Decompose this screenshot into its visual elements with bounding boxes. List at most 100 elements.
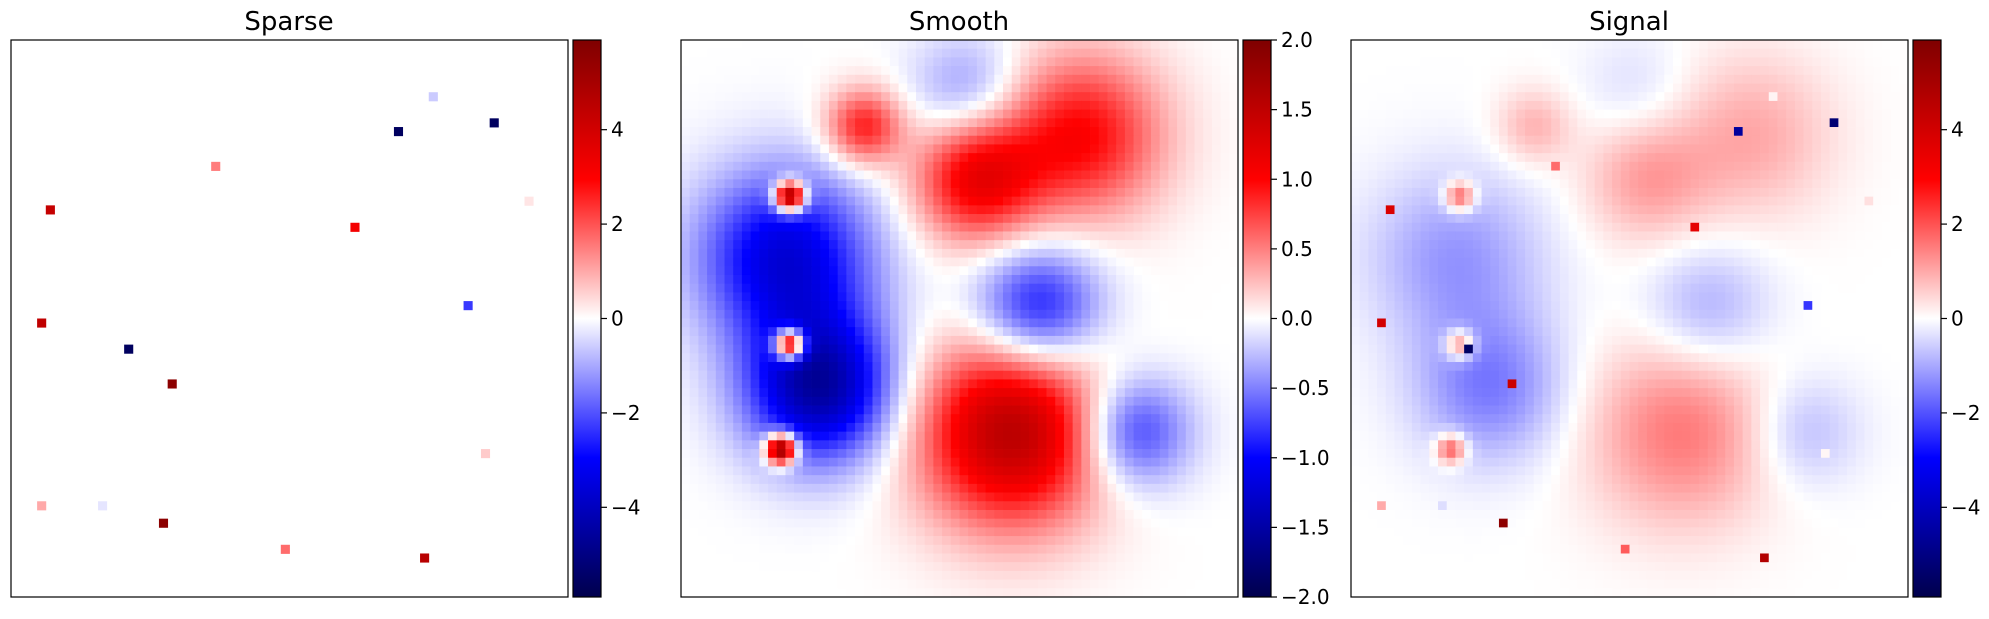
- heatmap-cell: [1760, 153, 1770, 163]
- heatmap-cell: [811, 527, 821, 537]
- heatmap-cell: [1124, 170, 1134, 180]
- heatmap-cell: [828, 335, 839, 346]
- heatmap-cell: [741, 431, 752, 441]
- heatmap-cell: [1220, 414, 1230, 424]
- heatmap-cell: [1455, 144, 1465, 154]
- heatmap-cell: [802, 562, 812, 572]
- heatmap-cell: [1864, 161, 1874, 171]
- heatmap-cell: [846, 362, 856, 372]
- heatmap-cell: [898, 283, 908, 293]
- heatmap-cell: [280, 544, 290, 554]
- heatmap-cell: [1690, 127, 1700, 137]
- heatmap-cell: [1211, 301, 1221, 311]
- heatmap-cell: [1438, 48, 1448, 58]
- heatmap-cell: [1786, 83, 1796, 93]
- heatmap-cell: [898, 370, 908, 380]
- heatmap-cell: [1194, 301, 1204, 311]
- heatmap-cell: [1159, 83, 1169, 93]
- heatmap-cell: [1046, 179, 1056, 189]
- heatmap-cell: [724, 440, 734, 450]
- heatmap-cell: [1794, 127, 1804, 137]
- heatmap-cell: [768, 379, 778, 389]
- heatmap-cell: [959, 40, 969, 50]
- heatmap-cell: [1090, 353, 1100, 363]
- heatmap-cell: [924, 570, 934, 580]
- heatmap-cell: [1420, 161, 1430, 171]
- heatmap-cell: [855, 266, 865, 276]
- heatmap-cell: [811, 161, 821, 171]
- heatmap-cell: [1003, 570, 1013, 580]
- heatmap-cell: [1533, 109, 1543, 119]
- heatmap-cell: [785, 248, 795, 258]
- heatmap-cell: [1786, 74, 1796, 84]
- heatmap-cell: [1464, 127, 1474, 137]
- heatmap-cell: [1620, 109, 1630, 119]
- heatmap-cell: [881, 153, 891, 163]
- heatmap-cell: [1063, 579, 1074, 589]
- heatmap-cell: [1620, 100, 1630, 111]
- heatmap-cell: [794, 353, 804, 363]
- heatmap-cell: [1098, 501, 1108, 511]
- heatmap-cell: [1124, 135, 1134, 145]
- heatmap-cell: [1533, 48, 1543, 58]
- heatmap-cell: [1003, 318, 1013, 328]
- heatmap-cell: [889, 109, 899, 119]
- heatmap-cell: [741, 109, 752, 119]
- heatmap-cell: [1768, 161, 1778, 171]
- heatmap-cell: [907, 579, 917, 589]
- heatmap-cell: [1446, 100, 1456, 111]
- heatmap-cell: [759, 370, 769, 380]
- heatmap-cell: [1620, 161, 1630, 171]
- heatmap-cell: [915, 240, 926, 250]
- heatmap-cell: [1150, 527, 1161, 537]
- heatmap-cell: [1029, 222, 1039, 232]
- heatmap-cell: [1629, 40, 1639, 50]
- heatmap-cell: [863, 353, 873, 363]
- heatmap-cell: [1211, 475, 1221, 485]
- heatmap-cell: [1011, 66, 1021, 76]
- heatmap-cell: [1229, 240, 1239, 250]
- heatmap-cell: [1185, 109, 1195, 119]
- heatmap-cell: [837, 144, 847, 154]
- heatmap-cell: [1838, 66, 1848, 76]
- heatmap-cell: [1020, 588, 1030, 598]
- heatmap-cell: [811, 144, 821, 154]
- heatmap-cell: [1551, 109, 1561, 119]
- heatmap-cell: [907, 466, 917, 476]
- heatmap-cell: [1612, 92, 1622, 102]
- heatmap-cell: [1220, 449, 1230, 459]
- heatmap-cell: [776, 536, 786, 546]
- heatmap-cell: [1873, 83, 1883, 93]
- heatmap-cell: [707, 292, 717, 302]
- heatmap-cell: [811, 92, 821, 102]
- heatmap-cell: [1542, 127, 1552, 137]
- heatmap-cell: [1090, 579, 1100, 589]
- heatmap-cell: [1725, 92, 1735, 102]
- heatmap-cell: [855, 161, 865, 171]
- heatmap-cell: [1203, 144, 1213, 154]
- chart-title-sparse: Sparse: [244, 7, 333, 37]
- heatmap-cell: [1525, 118, 1535, 128]
- heatmap-cell: [768, 335, 778, 346]
- heatmap-cell: [1446, 57, 1456, 67]
- heatmap-cell: [968, 379, 978, 389]
- heatmap-cell: [733, 144, 743, 154]
- heatmap-cell: [794, 153, 804, 163]
- heatmap-cell: [855, 414, 865, 424]
- heatmap-cell: [889, 362, 899, 372]
- heatmap-cell: [1116, 266, 1126, 276]
- heatmap-cell: [1081, 205, 1091, 215]
- heatmap-cell: [942, 483, 952, 493]
- heatmap-cell: [872, 509, 882, 520]
- heatmap-cell: [715, 83, 725, 93]
- heatmap-cell: [1142, 57, 1152, 67]
- heatmap-cell: [794, 161, 804, 171]
- heatmap-cell: [915, 318, 926, 328]
- heatmap-cell: [863, 466, 873, 476]
- heatmap-cell: [741, 422, 752, 433]
- heatmap-cell: [1220, 466, 1230, 476]
- heatmap-cell: [698, 318, 708, 328]
- heatmap-cell: [881, 240, 891, 250]
- heatmap-cell: [872, 588, 882, 598]
- heatmap-cell: [846, 309, 856, 319]
